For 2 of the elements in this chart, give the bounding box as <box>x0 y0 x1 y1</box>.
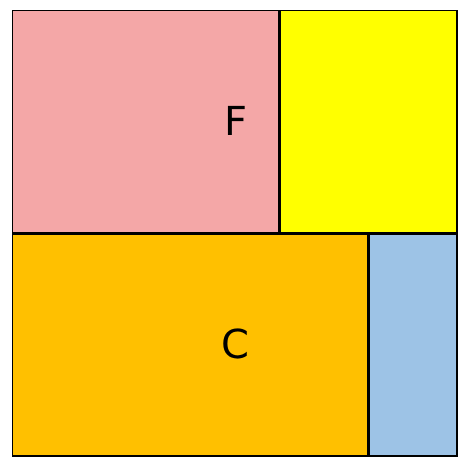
y-tick-label: C <box>221 322 249 368</box>
y-tick-label: F <box>224 99 248 145</box>
